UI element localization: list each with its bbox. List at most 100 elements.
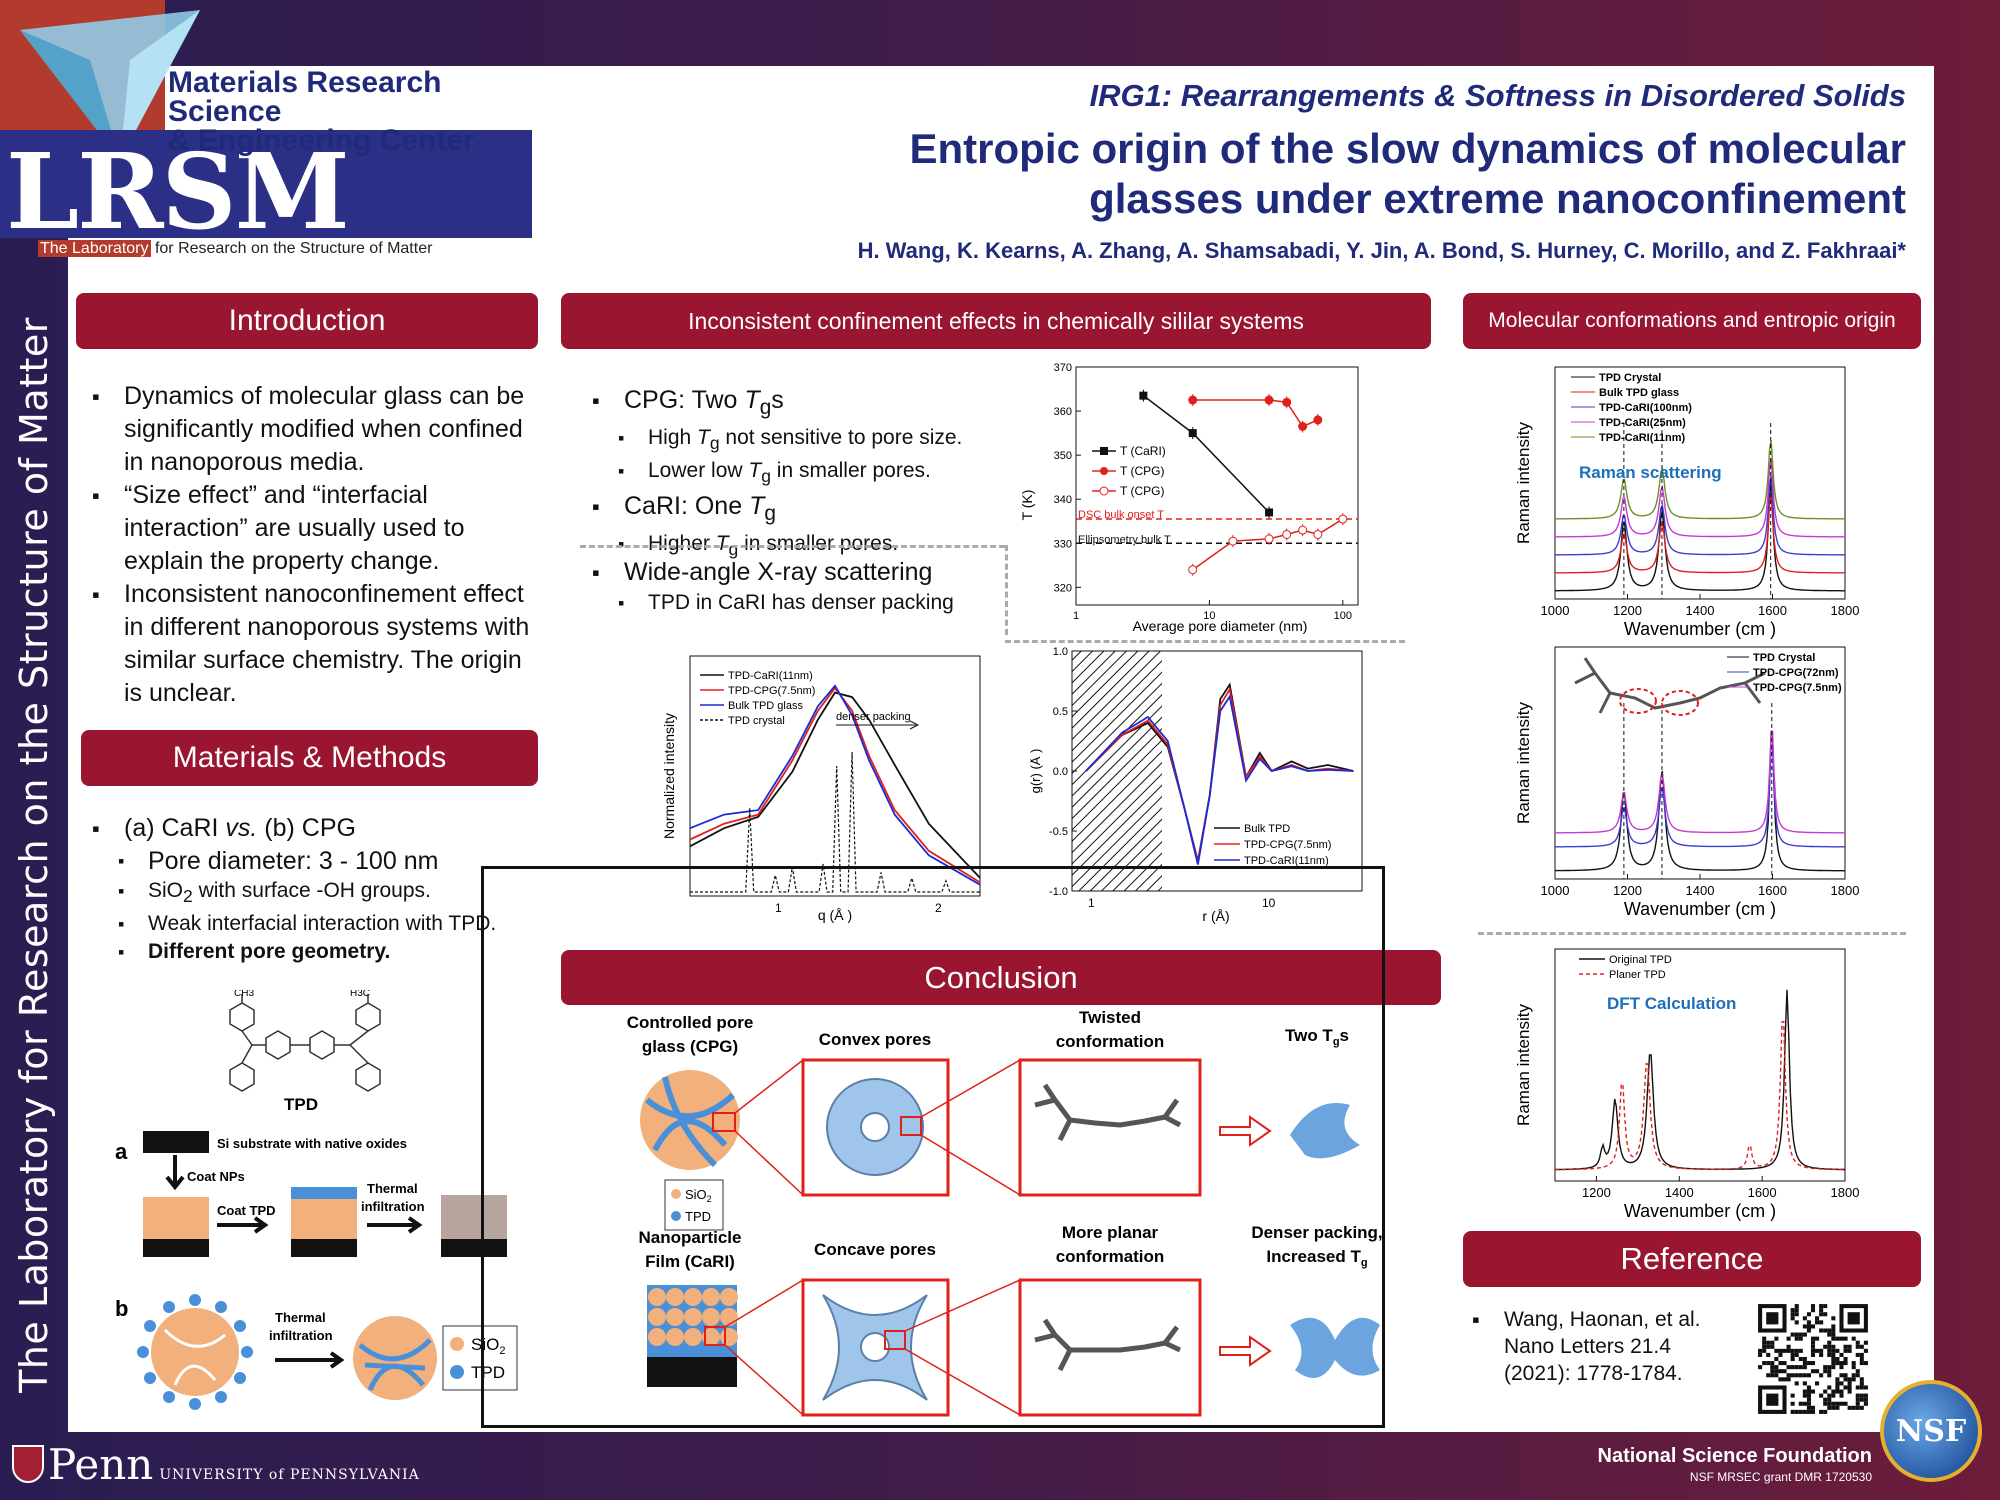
raman1-legend-3: TPD-CaRI(25nm) xyxy=(1599,417,1686,429)
lrsm-logo: LRSM Materials Research Science & Engine… xyxy=(0,0,535,270)
butterfly-open-icon xyxy=(1290,1317,1380,1378)
nsf-grant: NSF MRSEC grant DMR 1720530 xyxy=(1689,1470,1872,1484)
conclusion-diagram: Controlled pore glass (CPG) Convex pores… xyxy=(627,1008,1383,1417)
tg-point xyxy=(1338,514,1348,524)
gr-ytick: 1.0 xyxy=(1053,646,1068,658)
tg-ytick: 360 xyxy=(1054,406,1072,418)
tg-xlabel: Average pore diameter (nm) xyxy=(1133,618,1308,634)
tg-point xyxy=(1139,391,1148,400)
infiltration-label-b: infiltration xyxy=(269,1328,333,1343)
section-conclusion: Conclusion xyxy=(561,950,1441,1005)
intro-bullet: Dynamics of molecular glass can be signi… xyxy=(86,380,546,479)
xrd-crystal-line xyxy=(690,751,980,893)
tg-point xyxy=(1298,525,1308,535)
methods-bullet-pore: Pore diameter: 3 - 100 nm xyxy=(86,845,546,877)
si-substrate xyxy=(143,1131,209,1153)
penn-shield-icon xyxy=(12,1445,44,1483)
raman-cpg-chart: Raman intensity Wavenumber (cm ) 1000 120… xyxy=(1515,646,1860,919)
tg-point xyxy=(1264,534,1274,544)
raman-spectrum-line xyxy=(1555,440,1845,520)
intro-bullet: “Size effect” and “interfacial interacti… xyxy=(86,479,546,578)
raman3-title: DFT Calculation xyxy=(1607,994,1736,1013)
tg-point xyxy=(1313,529,1323,539)
authors: H. Wang, K. Kearns, A. Zhang, A. Shamsab… xyxy=(857,238,1906,263)
raman-spectrum-line xyxy=(1555,989,1845,1171)
logo-blue-block xyxy=(0,130,532,238)
tg-dsc-label: DSC bulk onset T xyxy=(1078,509,1164,521)
raman2-legend: TPD Crystal TPD-CPG(72nm) TPD-CPG(7.5nm) xyxy=(1727,652,1842,694)
raman-xtick: 1800 xyxy=(1831,883,1860,898)
methods-bullets: (a) CaRI vs. (b) CPG Pore diameter: 3 - … xyxy=(86,812,546,966)
gr-ylabel: g(r) (Å ) xyxy=(1030,749,1043,794)
raman-xtick: 1200 xyxy=(1582,1185,1611,1200)
raman-spectrum-line xyxy=(1555,731,1845,872)
cari-bullet-higher: Higher Tg in smaller pores. xyxy=(586,530,1006,563)
arrow-icon-2 xyxy=(1219,1335,1272,1367)
raman1-ylabel: Raman intensity xyxy=(1515,422,1533,544)
raman2-xlabel: Wavenumber (cm ) xyxy=(1624,899,1776,919)
gr-legend-cari: TPD-CaRI(11nm) xyxy=(1244,855,1329,867)
raman-spectrum-line xyxy=(1555,476,1845,556)
gr-legend: Bulk TPD TPD-CPG(7.5nm) TPD-CaRI(11nm) xyxy=(1214,823,1331,867)
conc-cpg-line2: glass (CPG) xyxy=(642,1037,738,1056)
title-line2: glasses under extreme nanoconfinement xyxy=(1089,175,1906,222)
section-reference: Reference xyxy=(1463,1231,1921,1287)
nsf-seal-icon: NSF xyxy=(1880,1380,1982,1482)
raman1-legend-0: TPD Crystal xyxy=(1599,372,1661,384)
methods-bullet-weak: Weak interfacial interaction with TPD. xyxy=(86,910,546,938)
xrd-intensity-chart: Normalized intensity q (Å ) 1 2 denser p… xyxy=(661,655,981,923)
mrsec-line2: & Engineering Center xyxy=(168,124,475,157)
raman-xtick: 1800 xyxy=(1831,1185,1860,1200)
conc-planar-2: conformation xyxy=(1056,1247,1165,1266)
raman2-legend-0: TPD Crystal xyxy=(1753,652,1815,664)
butterfly-icon xyxy=(1290,1103,1360,1159)
poster-title: Entropic origin of the slow dynamics of … xyxy=(706,124,1906,224)
tg-xtick: 100 xyxy=(1334,610,1352,622)
tg-ytick: 350 xyxy=(1054,450,1072,462)
tg-legend-cpg1: T (CPG) xyxy=(1120,464,1164,478)
intro-bullets: Dynamics of molecular glass can be signi… xyxy=(86,380,546,710)
gr-chart: 1.0 0.5 0.0 -0.5 -1.0 g(r) (Å ) r (Å) 1 10 B… xyxy=(1030,646,1363,924)
tg-point xyxy=(1282,397,1292,407)
cpg-bullet-main: CPG: Two Tgs xyxy=(586,384,1006,424)
raman1-legend-4: TPD-CaRI(11nm) xyxy=(1599,432,1686,444)
penn-wordmark: Penn xyxy=(48,1440,154,1489)
sidebar-vertical-text: The Laboratory for Research on the Struc… xyxy=(0,270,68,1440)
section-molecular-label: Molecular conformations and entropic ori… xyxy=(1488,309,1896,332)
ch3-right: H3C xyxy=(350,990,370,999)
tg-point xyxy=(1188,565,1198,575)
tg-point xyxy=(1188,429,1197,438)
raman-xtick: 1400 xyxy=(1686,883,1715,898)
tg-xtick: 10 xyxy=(1203,610,1215,622)
tg-point xyxy=(1264,395,1274,405)
tg-series-line xyxy=(1192,518,1344,571)
gr-ytick: -1.0 xyxy=(1049,886,1068,898)
qr-code-icon[interactable] xyxy=(1754,1300,1872,1418)
dashed-separator xyxy=(1005,640,1405,643)
cpg-bullet-high: High Tg not sensitive to pore size. xyxy=(586,424,1006,457)
cpg-infiltration-diagram: b Thermal infiltration SiO2 TPD xyxy=(115,1294,518,1410)
methods-bullet-main: (a) CaRI vs. (b) CPG xyxy=(86,812,546,845)
xrd-legend-bulk: Bulk TPD glass xyxy=(728,700,803,712)
tg-point xyxy=(1298,422,1308,431)
raman-xtick: 1400 xyxy=(1686,603,1715,618)
raman-xtick: 1800 xyxy=(1831,603,1860,618)
conc-legend-sio2: SiO2 xyxy=(685,1187,712,1204)
gr-ytick: 0.5 xyxy=(1053,706,1068,718)
tg-legend-cari: T (CaRI) xyxy=(1120,444,1166,458)
tg-point xyxy=(1313,415,1323,425)
raman1-legend-2: TPD-CaRI(100nm) xyxy=(1599,402,1692,414)
waxs-bullet-sub: TPD in CaRI has denser packing xyxy=(586,589,1006,617)
infiltrated-layer xyxy=(441,1195,507,1239)
section-inconsistent-label: Inconsistent confinement effects in chem… xyxy=(688,307,1304,334)
raman-spectrum-line xyxy=(1555,494,1845,574)
raman2-legend-2: TPD-CPG(7.5nm) xyxy=(1753,682,1842,694)
infiltration-label: infiltration xyxy=(361,1199,425,1214)
raman3-ylabel: Raman intensity xyxy=(1515,1004,1533,1126)
conc-nano-2: Film (CaRI) xyxy=(645,1252,735,1271)
tg-series-line xyxy=(1192,399,1319,428)
methods-bullet-sio2: SiO2 with surface -OH groups. xyxy=(86,877,546,910)
irg-heading: IRG1: Rearrangements & Softness in Disor… xyxy=(1089,78,1906,113)
tg-ytick: 370 xyxy=(1054,362,1072,374)
section-reference-label: Reference xyxy=(1620,1241,1764,1276)
